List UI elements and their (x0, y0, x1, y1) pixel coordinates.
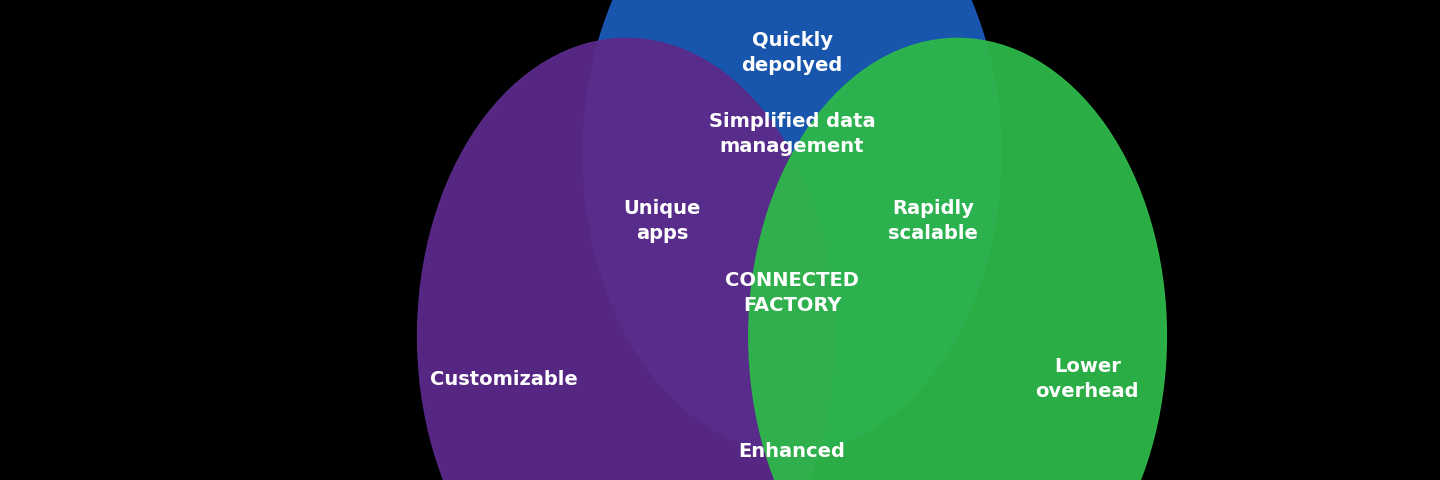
Ellipse shape (418, 38, 835, 480)
Ellipse shape (749, 38, 1166, 480)
Text: Simplified data
management: Simplified data management (708, 112, 876, 156)
Text: Rapidly
scalable: Rapidly scalable (888, 199, 978, 243)
Ellipse shape (583, 0, 1001, 451)
Text: Quickly
depolyed: Quickly depolyed (742, 31, 842, 75)
Text: Lower
overhead: Lower overhead (1035, 357, 1139, 401)
Text: CONNECTED
FACTORY: CONNECTED FACTORY (726, 271, 858, 315)
Text: Customizable: Customizable (431, 370, 577, 389)
Text: Enhanced: Enhanced (739, 442, 845, 461)
Text: Unique
apps: Unique apps (624, 199, 701, 243)
